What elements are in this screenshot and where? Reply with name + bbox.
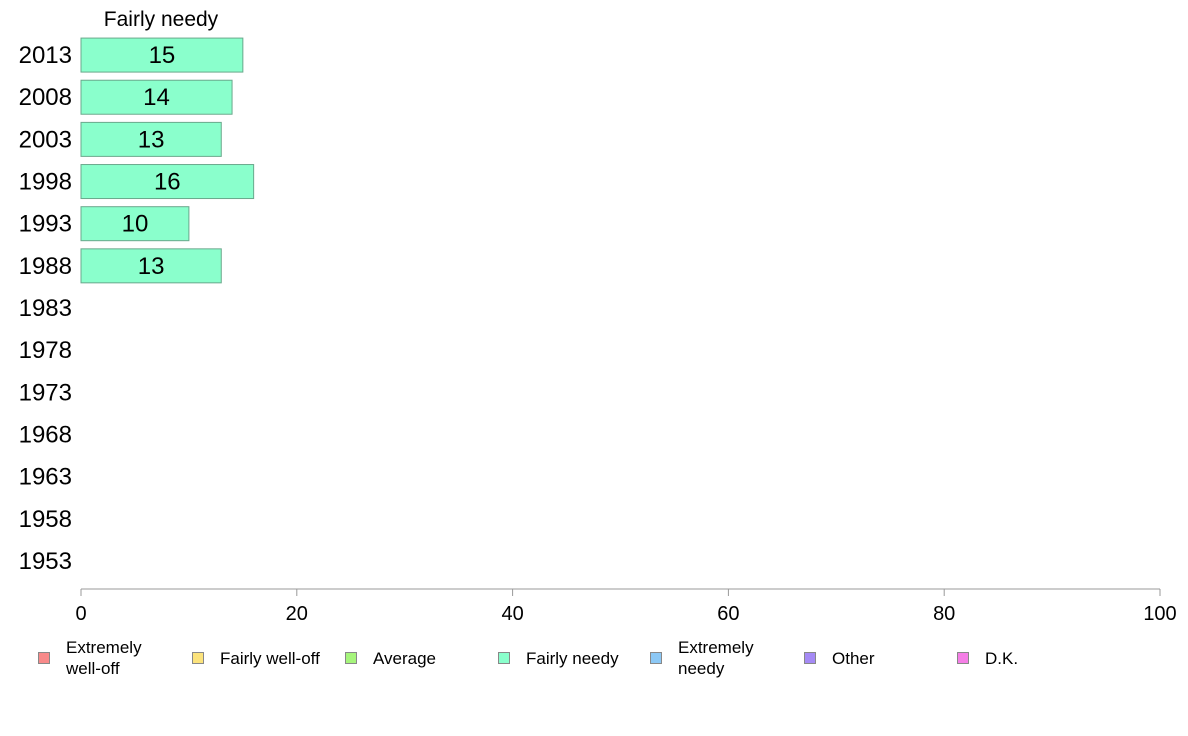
bar-value-label: 13 — [138, 253, 165, 280]
year-label: 1968 — [19, 421, 72, 448]
bar — [80, 79, 233, 115]
bar-value-label: 10 — [122, 211, 149, 238]
legend-swatch — [192, 652, 204, 664]
year-label: 1983 — [19, 295, 72, 322]
year-label: 1978 — [19, 337, 72, 364]
year-label: 2008 — [19, 84, 72, 111]
x-axis: 0 20 40 60 80 100 — [75, 588, 1177, 625]
bar — [80, 164, 255, 200]
x-tick-label: 0 — [75, 603, 86, 625]
legend-item: Extremely needy — [650, 636, 800, 680]
legend-swatch — [38, 652, 50, 664]
legend-swatch — [957, 652, 969, 664]
legend-label: Extremely needy — [678, 638, 754, 678]
bar — [80, 206, 190, 242]
x-tick-label: 40 — [501, 603, 523, 625]
legend-label: Fairly well-off — [220, 648, 320, 668]
legend-item: D.K. — [957, 636, 1107, 680]
x-tick-label: 20 — [286, 603, 308, 625]
legend-swatch — [804, 652, 816, 664]
year-label: 1998 — [19, 169, 72, 196]
legend-label: Fairly needy — [526, 648, 619, 668]
bar-value-label: 15 — [149, 42, 176, 69]
x-tick-label: 60 — [717, 603, 739, 625]
year-label: 1963 — [19, 464, 72, 491]
x-tick-label: 100 — [1143, 603, 1176, 625]
legend-label: Average — [373, 648, 437, 668]
bar-value-label: 13 — [138, 126, 165, 153]
legend-item: Extremely well-off — [38, 636, 178, 680]
year-label: 1953 — [19, 548, 72, 575]
year-label: 1973 — [19, 379, 72, 406]
legend-item: Fairly well-off — [192, 636, 342, 680]
bar-value-label: 16 — [154, 169, 181, 196]
legend-label: Extremely well-off — [66, 638, 142, 678]
legend-item: Average — [345, 636, 495, 680]
year-label: 2013 — [19, 42, 72, 69]
legend-item: Fairly needy — [498, 636, 648, 680]
legend-swatch — [345, 652, 357, 664]
x-tick-label: 80 — [933, 603, 955, 625]
bar-value-label: 14 — [143, 84, 170, 111]
year-label: 1988 — [19, 253, 72, 280]
legend-item: Other — [804, 636, 954, 680]
legend-label: D.K. — [985, 648, 1019, 668]
legend: Extremely well-off Fairly well-off Average… — [0, 636, 1188, 696]
bar — [80, 248, 222, 284]
bar — [80, 37, 244, 73]
year-label: 1993 — [19, 211, 72, 238]
panel-title: Fairly needy — [104, 8, 219, 31]
bar — [80, 121, 222, 157]
year-label: 2003 — [19, 126, 72, 153]
year-labels: 2013 2008 2003 1998 1993 1988 1983 1978 1973 1968… — [19, 42, 72, 575]
year-label: 1958 — [19, 506, 72, 533]
legend-swatch — [498, 652, 510, 664]
legend-swatch — [650, 652, 662, 664]
legend-label: Other — [832, 648, 875, 668]
